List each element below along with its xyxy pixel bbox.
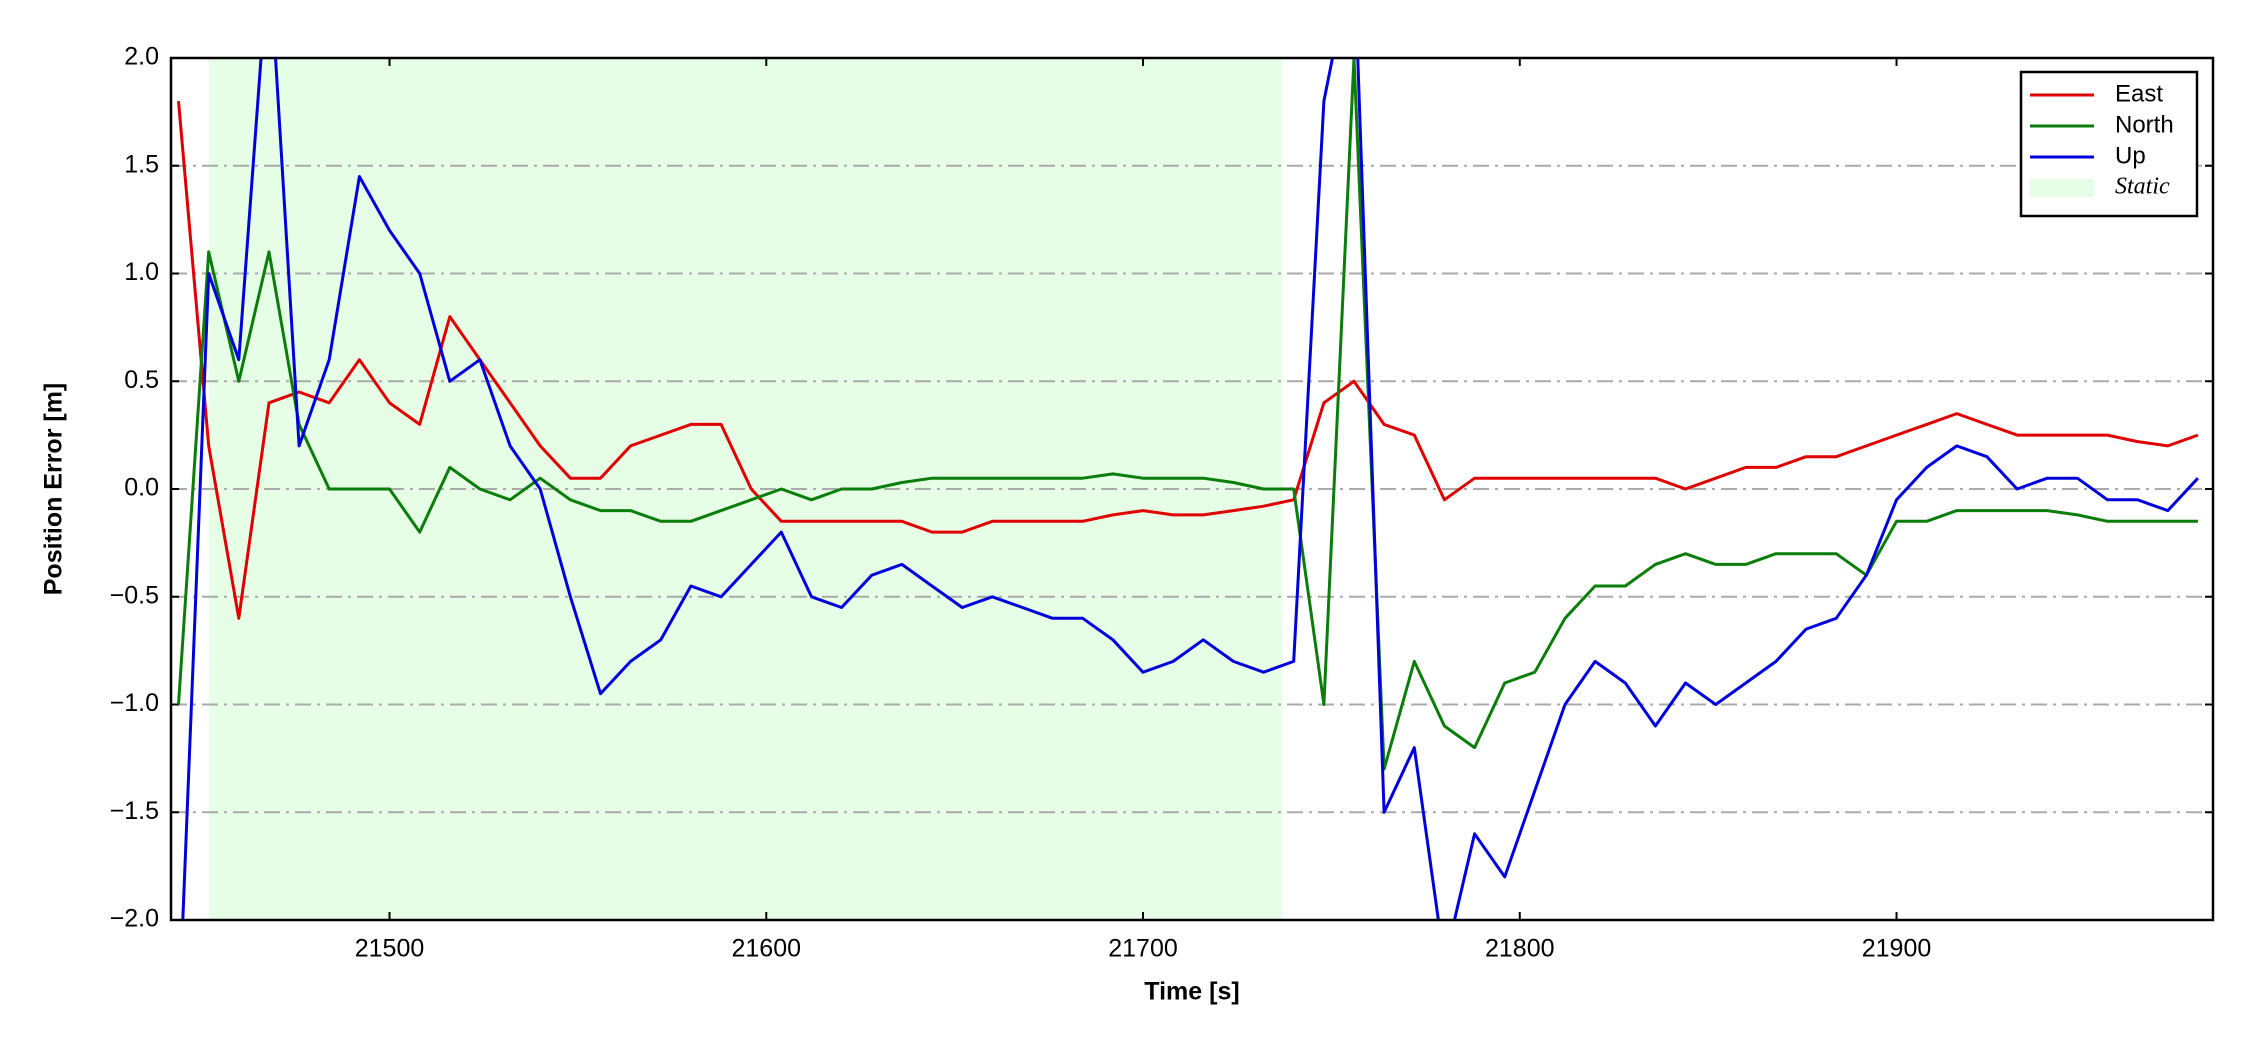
x-tick-label: 21600 xyxy=(732,935,802,963)
y-tick-label: 1.0 xyxy=(124,258,159,286)
y-tick-label: −0.5 xyxy=(110,581,159,609)
series-line xyxy=(181,58,2199,920)
legend-label: Up xyxy=(2115,142,2146,169)
y-axis-title: Position Error [m] xyxy=(40,383,68,596)
y-tick-label: −1.0 xyxy=(110,689,159,717)
x-tick-label: 21700 xyxy=(1108,935,1178,963)
y-tick-label: 0.5 xyxy=(124,366,159,394)
y-tick-label: 2.0 xyxy=(124,43,159,71)
plot-frame xyxy=(169,56,2215,922)
y-tick-label: 0.0 xyxy=(124,474,159,502)
legend-label: North xyxy=(2115,111,2174,138)
y-tick-label: 1.5 xyxy=(124,150,159,178)
x-tick-label: 21900 xyxy=(1862,935,1932,963)
x-axis-title: Time [s] xyxy=(1144,978,1239,1006)
series-line xyxy=(177,100,2199,620)
y-tick-label: −2.0 xyxy=(110,905,159,933)
legend-swatch xyxy=(2030,179,2094,197)
y-tick-label: −1.5 xyxy=(110,797,159,825)
x-tick-label: 21800 xyxy=(1485,935,1555,963)
series-line xyxy=(177,58,2198,771)
x-tick-label: 21500 xyxy=(355,935,425,963)
legend-label: East xyxy=(2115,80,2163,107)
legend-label: Static xyxy=(2115,174,2170,200)
